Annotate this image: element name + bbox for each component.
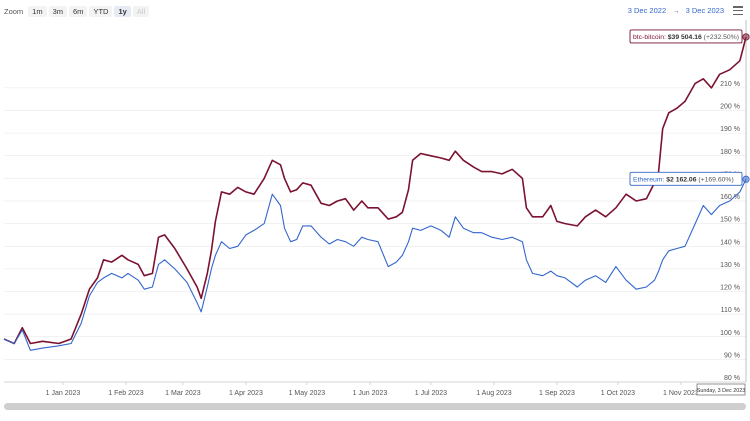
tooltip-change: (+169.60%): [697, 176, 734, 183]
y-tick-label: 80 %: [724, 375, 740, 382]
x-tick-label: 1 Aug 2023: [476, 390, 512, 397]
y-tick-label: 210 %: [720, 81, 740, 88]
x-tick-label: 1 Mar 2023: [165, 390, 201, 397]
bitcoin-line: [3, 36, 747, 345]
tooltip-series-name: Ethereum:: [633, 176, 666, 183]
y-tick-label: 130 %: [720, 262, 740, 269]
x-tick-label: 1 Apr 2023: [229, 390, 263, 397]
zoom-1m-button[interactable]: 1m: [28, 5, 47, 17]
ethereum-tooltip-text: Ethereum: $2 162.06 (+169.60%): [633, 176, 734, 183]
y-tick-label: 160 %: [720, 194, 740, 201]
range-arrow: →: [672, 6, 680, 15]
bitcoin-tooltip: [629, 29, 743, 44]
x-tick-label: 1 Jul 2023: [415, 390, 447, 397]
ethereum-end-marker: [742, 175, 750, 183]
x-tick-label: 1 Jun 2023: [353, 390, 388, 397]
crosshair-date-label: Sunday, 3 Dec 2023: [697, 388, 745, 394]
y-tick-label: 190 %: [720, 126, 740, 133]
tooltip-series-name: btc-bitcoin:: [633, 34, 668, 41]
x-tick-label: 1 Feb 2023: [108, 390, 144, 397]
tooltip-value: $2 162.06: [666, 176, 696, 183]
y-tick-label: 120 %: [720, 285, 740, 292]
ethereum-tooltip: [629, 171, 743, 186]
zoom-3m-button[interactable]: 3m: [48, 5, 68, 17]
crosshair-date-box: [696, 383, 746, 396]
y-tick-label: 150 %: [720, 217, 740, 224]
x-tick-label: 1 Sep 2023: [539, 390, 575, 397]
y-tick-label: 90 %: [724, 352, 740, 359]
ethereum-line: [3, 179, 747, 351]
scrollbar-thumb[interactable]: [4, 403, 746, 410]
y-tick-label: 110 %: [721, 307, 740, 314]
zoom-6m-button[interactable]: 6m: [69, 5, 88, 17]
hamburger-menu-icon[interactable]: [733, 6, 743, 16]
x-tick-label: 1 May 2023: [289, 390, 326, 397]
y-tick-label: 200 %: [720, 104, 740, 111]
x-tick-label: 1 Oct 2023: [601, 390, 635, 397]
zoom-ytd-button[interactable]: YTD: [89, 5, 113, 17]
y-tick-label: 180 %: [720, 149, 740, 156]
zoom-label: Zoom: [4, 6, 24, 16]
zoom-all-button[interactable]: All: [132, 5, 150, 17]
y-tick-label: 140 %: [720, 239, 740, 246]
zoom-bar: Zoom 1m 3m 6m YTD 1y All: [4, 4, 150, 18]
y-tick-label: 100 %: [720, 330, 740, 337]
bitcoin-tooltip-text: btc-bitcoin: $39 504.16 (+232.50%): [633, 34, 739, 41]
x-tick-label: 1 Jan 2023: [46, 390, 81, 397]
tooltip-value: $39 504.16: [668, 34, 702, 41]
range-start-date[interactable]: 3 Dec 2022: [627, 6, 667, 15]
date-range: 3 Dec 2022 → 3 Dec 2023: [628, 6, 724, 15]
range-scrollbar[interactable]: [4, 403, 746, 410]
bitcoin-end-marker: [742, 33, 750, 41]
x-tick-label: 1 Nov 2023: [663, 390, 699, 397]
range-end-date[interactable]: 3 Dec 2023: [685, 6, 724, 15]
tooltip-change: (+232.50%): [702, 34, 739, 41]
zoom-1y-button[interactable]: 1y: [114, 5, 131, 17]
